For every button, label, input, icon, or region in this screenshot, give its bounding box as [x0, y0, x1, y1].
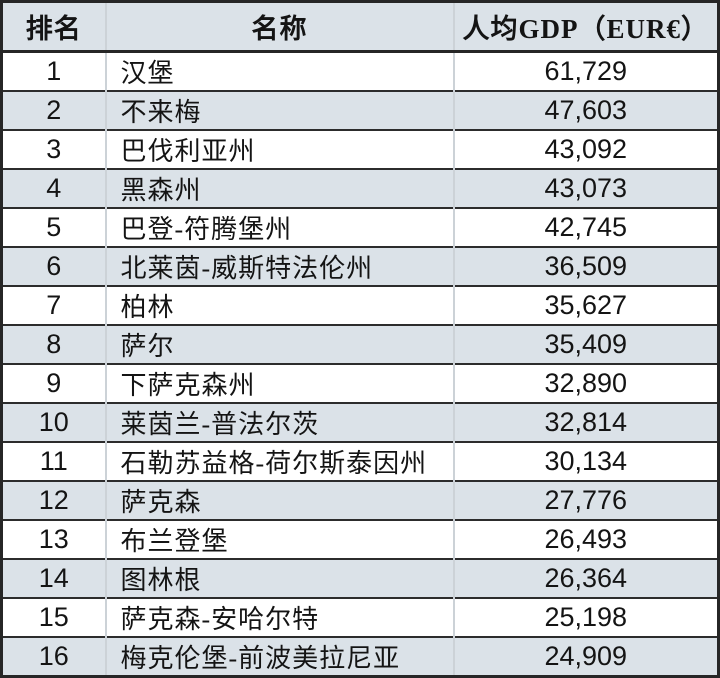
column-header-rank: 排名: [1, 1, 107, 53]
name-cell: 梅克伦堡-前波美拉尼亚: [105, 636, 455, 677]
table-row: 7 柏林 35,627: [1, 285, 719, 325]
value-cell: 26,493: [453, 519, 719, 559]
table-row: 1 汉堡 61,729: [1, 50, 719, 91]
column-header-gdp: 人均GDP（EUR€）: [453, 1, 719, 53]
value-cell: 26,364: [453, 558, 719, 598]
table-row: 13 布兰登堡 26,493: [1, 519, 719, 559]
name-cell: 下萨克森州: [105, 363, 455, 403]
value-cell: 43,092: [453, 129, 719, 169]
table-header: 排名 名称 人均GDP（EUR€）: [1, 1, 719, 53]
rank-cell: 6: [1, 246, 107, 286]
header-row: 排名 名称 人均GDP（EUR€）: [1, 1, 719, 53]
value-cell: 25,198: [453, 597, 719, 637]
table-row: 10 莱茵兰-普法尔茨 32,814: [1, 402, 719, 442]
table-body: 1 汉堡 61,729 2 不来梅 47,603 3 巴伐利亚州 43,092 …: [1, 50, 719, 677]
value-cell: 32,814: [453, 402, 719, 442]
table-row: 9 下萨克森州 32,890: [1, 363, 719, 403]
rank-cell: 1: [1, 50, 107, 91]
value-cell: 27,776: [453, 480, 719, 520]
name-cell: 柏林: [105, 285, 455, 325]
rank-cell: 9: [1, 363, 107, 403]
rank-cell: 12: [1, 480, 107, 520]
name-cell: 巴登-符腾堡州: [105, 207, 455, 247]
rank-cell: 5: [1, 207, 107, 247]
rank-cell: 16: [1, 636, 107, 677]
table-row: 5 巴登-符腾堡州 42,745: [1, 207, 719, 247]
name-cell: 汉堡: [105, 50, 455, 91]
rank-cell: 10: [1, 402, 107, 442]
table-row: 8 萨尔 35,409: [1, 324, 719, 364]
name-cell: 不来梅: [105, 90, 455, 130]
table-row: 15 萨克森-安哈尔特 25,198: [1, 597, 719, 637]
table-row: 2 不来梅 47,603: [1, 90, 719, 130]
value-cell: 35,409: [453, 324, 719, 364]
name-cell: 萨尔: [105, 324, 455, 364]
rank-cell: 8: [1, 324, 107, 364]
rank-cell: 7: [1, 285, 107, 325]
name-cell: 黑森州: [105, 168, 455, 208]
value-cell: 36,509: [453, 246, 719, 286]
name-cell: 萨克森: [105, 480, 455, 520]
value-cell: 43,073: [453, 168, 719, 208]
value-cell: 24,909: [453, 636, 719, 677]
rank-cell: 14: [1, 558, 107, 598]
table-row: 11 石勒苏益格-荷尔斯泰因州 30,134: [1, 441, 719, 481]
rank-cell: 13: [1, 519, 107, 559]
name-cell: 莱茵兰-普法尔茨: [105, 402, 455, 442]
table-row: 14 图林根 26,364: [1, 558, 719, 598]
column-header-name: 名称: [105, 1, 455, 53]
rank-cell: 11: [1, 441, 107, 481]
name-cell: 图林根: [105, 558, 455, 598]
rank-cell: 15: [1, 597, 107, 637]
value-cell: 30,134: [453, 441, 719, 481]
table-row: 4 黑森州 43,073: [1, 168, 719, 208]
table-row: 6 北莱茵-威斯特法伦州 36,509: [1, 246, 719, 286]
rank-cell: 3: [1, 129, 107, 169]
value-cell: 35,627: [453, 285, 719, 325]
rank-cell: 4: [1, 168, 107, 208]
name-cell: 北莱茵-威斯特法伦州: [105, 246, 455, 286]
value-cell: 61,729: [453, 50, 719, 91]
rank-cell: 2: [1, 90, 107, 130]
table-row: 12 萨克森 27,776: [1, 480, 719, 520]
name-cell: 石勒苏益格-荷尔斯泰因州: [105, 441, 455, 481]
value-cell: 42,745: [453, 207, 719, 247]
name-cell: 布兰登堡: [105, 519, 455, 559]
name-cell: 巴伐利亚州: [105, 129, 455, 169]
name-cell: 萨克森-安哈尔特: [105, 597, 455, 637]
table-row: 16 梅克伦堡-前波美拉尼亚 24,909: [1, 636, 719, 677]
value-cell: 32,890: [453, 363, 719, 403]
table-row: 3 巴伐利亚州 43,092: [1, 129, 719, 169]
value-cell: 47,603: [453, 90, 719, 130]
